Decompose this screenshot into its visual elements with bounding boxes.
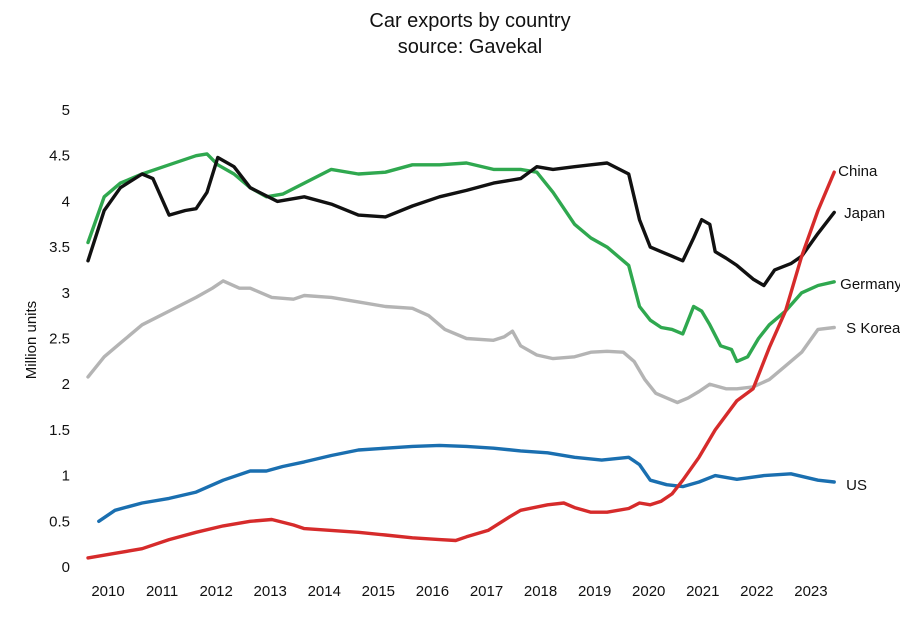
- series-line-china: [86, 170, 836, 560]
- series-label-china: China: [838, 163, 878, 180]
- x-tick-label: 2014: [308, 583, 341, 600]
- x-tick-label: 2018: [524, 583, 557, 600]
- y-tick-label: 3: [62, 285, 70, 302]
- x-tick-label: 2021: [686, 583, 719, 600]
- x-tick-label: 2017: [470, 583, 503, 600]
- y-tick-label: 0: [62, 559, 70, 576]
- x-axis-ticks: 2010 2011 2012 2013 2014 2015 2016 2017 2018 2019…: [91, 583, 827, 600]
- y-tick-label: 2.5: [49, 331, 70, 348]
- series-line-s-korea: [86, 279, 836, 405]
- x-tick-label: 2019: [578, 583, 611, 600]
- y-tick-label: 4.5: [49, 148, 70, 165]
- y-tick-label: 4: [62, 193, 70, 210]
- series-label-japan: Japan: [844, 205, 885, 222]
- x-tick-label: 2022: [740, 583, 773, 600]
- x-tick-label: 2016: [416, 583, 449, 600]
- x-tick-label: 2012: [199, 583, 232, 600]
- chart-subtitle: source: Gavekal: [398, 36, 543, 58]
- series-line-us: [97, 443, 836, 523]
- x-tick-label: 2010: [91, 583, 124, 600]
- x-tick-label: 2011: [146, 583, 178, 600]
- y-axis-label: Million units: [23, 301, 40, 379]
- x-tick-label: 2013: [254, 583, 287, 600]
- series-label-s-korea: S Korea: [846, 320, 900, 337]
- x-tick-label: 2023: [794, 583, 827, 600]
- series-labels: S Korea US Germany Japan China: [838, 163, 900, 494]
- chart-title: Car exports by country: [369, 10, 570, 32]
- series-line-japan: [86, 155, 836, 288]
- series-label-us: US: [846, 477, 867, 494]
- x-tick-label: 2020: [632, 583, 665, 600]
- x-tick-label: 2015: [362, 583, 395, 600]
- series-line-germany: [86, 152, 836, 364]
- y-tick-label: 3.5: [49, 239, 70, 256]
- y-tick-label: 1: [62, 468, 70, 485]
- y-axis-ticks: 0 0.5 1 1.5 2 2.5 3 3.5 4 4.5 5: [49, 102, 70, 576]
- y-tick-label: 2: [62, 376, 70, 393]
- y-tick-label: 5: [62, 102, 70, 119]
- y-tick-label: 1.5: [49, 422, 70, 439]
- y-tick-label: 0.5: [49, 513, 70, 530]
- series-label-germany: Germany: [840, 276, 900, 293]
- series-lines: [86, 152, 836, 560]
